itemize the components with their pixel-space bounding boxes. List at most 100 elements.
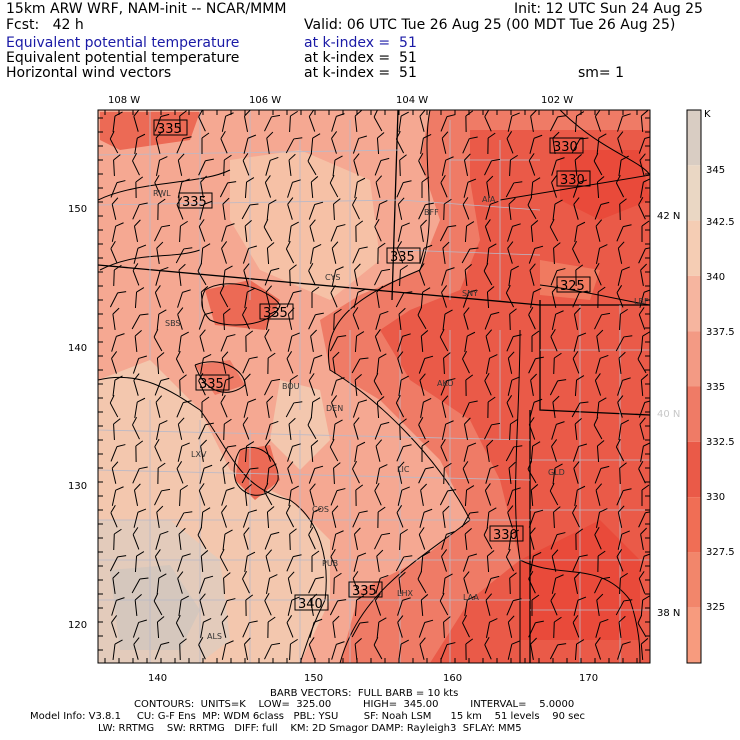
wind-barb: [550, 268, 566, 286]
wind-barb: [464, 485, 475, 507]
wind-barb: [330, 224, 346, 242]
frame-ticks: [98, 110, 650, 663]
wind-barb: [530, 373, 537, 396]
wind-barb: [507, 615, 515, 638]
wind-barb: [640, 527, 647, 550]
wind-barb: [618, 615, 626, 639]
wind-barb: [221, 376, 234, 396]
wind-barb: [418, 527, 426, 550]
wind-barb: [484, 373, 492, 396]
wind-barb: [551, 175, 558, 198]
wind-barb: [155, 266, 169, 286]
wind-barb: [177, 307, 184, 330]
wind-barb: [376, 617, 387, 639]
wind-barb: [221, 640, 234, 660]
contour-lines: [98, 110, 650, 663]
wind-barb: [440, 114, 456, 132]
x-tick-170: 170: [579, 673, 598, 684]
wind-barb: [376, 285, 384, 308]
wind-barb: [617, 530, 630, 550]
colorbar-swatch: [687, 497, 701, 553]
wind-barb: [132, 202, 148, 220]
wind-barb: [177, 553, 191, 572]
wind-barb: [419, 110, 426, 132]
svg-text:330: 330: [560, 173, 585, 188]
wind-barb: [309, 219, 316, 242]
wind-barb: [264, 329, 272, 352]
wind-barb: [111, 197, 119, 220]
wind-barb: [507, 112, 520, 132]
wind-barb: [486, 286, 495, 309]
wind-barb: [154, 641, 170, 660]
wind-barb: [508, 461, 516, 485]
wind-barb: [242, 356, 258, 374]
colorbar-label-332-5: 332.5: [706, 437, 735, 448]
wind-barb: [418, 417, 426, 440]
wind-barb: [201, 396, 210, 418]
wind-barb: [266, 395, 274, 418]
wind-barb: [289, 638, 298, 661]
wind-barb: [329, 175, 339, 198]
wind-barb: [244, 287, 256, 308]
contour-label-3: 335: [386, 247, 421, 265]
wind-barb: [285, 241, 295, 264]
wind-barb: [639, 552, 650, 572]
wind-barb: [154, 377, 170, 396]
wind-barb: [397, 197, 405, 220]
wind-barb: [308, 373, 316, 396]
wind-barb: [156, 573, 167, 595]
station-aia: AIA: [482, 195, 496, 204]
wind-barb: [352, 135, 367, 154]
wind-barb: [375, 574, 389, 594]
station-rwl: RWL: [153, 189, 171, 198]
wind-barb: [486, 550, 495, 573]
lat-label-40n: 40 N: [657, 409, 680, 420]
wind-barb: [595, 244, 608, 264]
colorbar-label-335: 335: [706, 382, 725, 393]
forecast-hour: Fcst: 42 h: [6, 17, 84, 33]
wind-barb: [243, 637, 251, 660]
wind-barb: [618, 155, 629, 176]
model-info-physics: LW: RRTMG SW: RRTMG DIFF: full KM: 2D Sm…: [98, 723, 522, 734]
wind-barb: [310, 507, 322, 528]
wind-barb: [528, 307, 536, 330]
wind-barb: [222, 265, 233, 287]
wind-barb: [640, 595, 650, 617]
wind-barb: [443, 198, 452, 221]
wind-barb: [375, 200, 388, 220]
wind-barb: [286, 615, 294, 638]
wind-barb: [333, 308, 342, 331]
wind-barb: [639, 288, 650, 308]
wind-barb: [462, 289, 477, 308]
wind-barb: [355, 220, 364, 243]
wind-barb: [153, 329, 163, 352]
wind-barb: [309, 618, 323, 638]
wind-barb: [199, 329, 206, 352]
wind-barb: [265, 549, 273, 572]
svg-text:340: 340: [298, 597, 323, 612]
wind-barb: [153, 593, 163, 616]
wind-barb: [265, 156, 279, 176]
wind-barb: [484, 311, 500, 330]
wind-barb: [266, 506, 275, 529]
wind-barb: [329, 335, 347, 352]
colorbar-swatch: [687, 110, 701, 166]
wind-barb: [242, 417, 250, 440]
wind-barb: [308, 312, 324, 330]
wind-barb: [509, 572, 517, 595]
wind-barb: [329, 599, 347, 616]
svg-text:335: 335: [199, 377, 224, 392]
wind-barb: [575, 528, 584, 551]
wind-barb: [374, 219, 382, 242]
wind-barb: [355, 484, 364, 507]
wind-barb: [464, 595, 476, 616]
wind-barb: [619, 198, 627, 221]
wind-barb: [443, 616, 451, 639]
wind-barb: [618, 351, 626, 375]
wind-barb: [288, 485, 299, 506]
wind-barb: [156, 616, 165, 639]
wind-barb: [330, 488, 346, 506]
wind-barb: [418, 263, 426, 286]
wind-barb: [464, 263, 472, 287]
wind-barb: [353, 552, 367, 572]
